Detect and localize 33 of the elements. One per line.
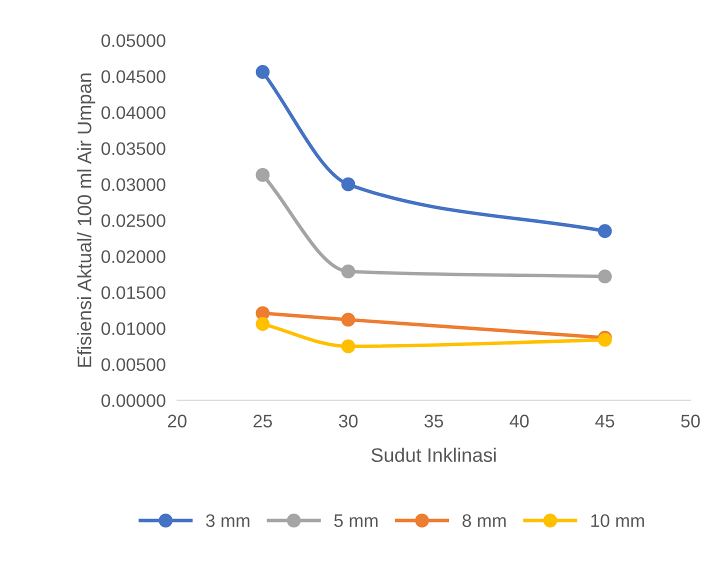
y-tick-label: 0.01000	[101, 322, 166, 336]
y-tick-label: 0.03000	[101, 178, 166, 192]
y-tick-label: 0.04000	[101, 106, 166, 120]
point	[256, 65, 270, 79]
point	[256, 317, 270, 331]
legend-label: 10 mm	[591, 514, 644, 528]
y-tick-label: 0.05000	[101, 34, 166, 48]
y-axis-title: Efisiensi Aktual/ 100 ml Air Umpan	[77, 74, 96, 367]
legend-label: 5 mm	[334, 514, 378, 528]
y-tick-label: 0.02000	[101, 250, 166, 264]
x-tick-label: 25	[254, 414, 272, 428]
point	[341, 177, 356, 192]
point	[598, 224, 612, 238]
point	[598, 270, 612, 284]
x-axis-title: Sudut Inklinasi	[371, 448, 496, 462]
y-tick-label: 0.03500	[101, 142, 166, 156]
point	[341, 264, 356, 278]
x-tick-label: 50	[681, 414, 700, 428]
y-tick-label: 0.00500	[101, 358, 166, 372]
y-tick-label: 0.02500	[101, 214, 166, 228]
point	[341, 312, 356, 327]
legend-label: 3 mm	[206, 514, 250, 528]
point	[256, 168, 270, 182]
point	[341, 339, 356, 354]
x-tick-label: 40	[510, 414, 529, 428]
y-tick-label: 0.01500	[101, 286, 166, 300]
x-tick-label: 45	[595, 414, 614, 428]
x-tick-label: 20	[168, 414, 186, 428]
y-tick-label: 0.00000	[101, 394, 166, 408]
legend-label: 8 mm	[462, 514, 506, 528]
x-tick-label: 35	[424, 414, 444, 428]
x-tick-label: 30	[338, 414, 358, 428]
y-tick-label: 0.04500	[101, 70, 166, 84]
